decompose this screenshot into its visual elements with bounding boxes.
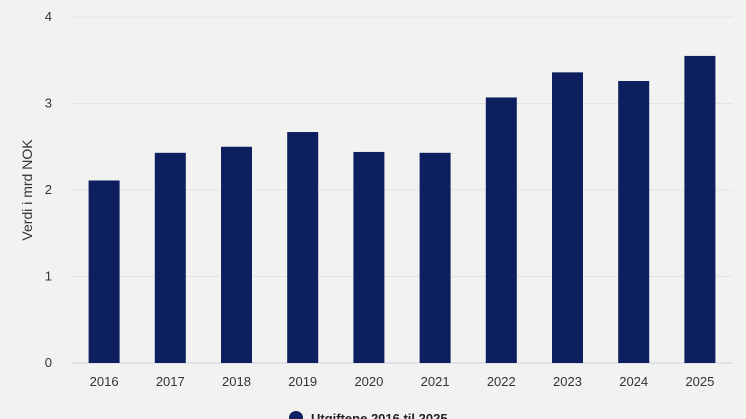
x-tick-label: 2024 [619,374,648,389]
x-tick-label: 2019 [288,374,317,389]
x-tick-label: 2023 [553,374,582,389]
x-tick-label: 2025 [685,374,714,389]
y-tick-label: 2 [45,182,52,197]
y-axis-label: Verdi i mrd NOK [19,139,35,241]
bar-2017[interactable] [154,152,186,363]
y-tick-label: 4 [45,9,52,24]
bar-2023[interactable] [552,72,583,364]
bar-2018[interactable] [221,146,252,363]
legend-label: Utgiftene 2016 til 2025 [311,411,448,419]
x-tick-label: 2017 [156,374,185,389]
y-tick-label: 0 [45,355,52,370]
x-axis-ticks: 2016 2017 2018 2019 2020 2021 2022 2023 2024 2025 [90,374,715,389]
x-tick-label: 2022 [487,374,516,389]
legend[interactable]: Utgiftene 2016 til 2025 [289,411,448,419]
x-tick-label: 2018 [222,374,251,389]
bar-2021[interactable] [419,152,451,363]
x-tick-label: 2016 [90,374,119,389]
legend-marker [289,411,303,419]
bar-2019[interactable] [287,132,319,363]
y-tick-label: 3 [45,96,52,111]
y-axis-ticks: 0 1 2 3 4 [45,9,52,370]
bar-2022[interactable] [485,97,517,363]
bar-2020[interactable] [353,151,385,363]
bar-2025[interactable] [684,55,716,364]
bars [88,55,716,364]
y-tick-label: 1 [45,269,52,284]
bar-2016[interactable] [88,180,120,363]
bar-2024[interactable] [618,81,650,363]
x-tick-label: 2020 [354,374,383,389]
x-tick-label: 2021 [421,374,450,389]
